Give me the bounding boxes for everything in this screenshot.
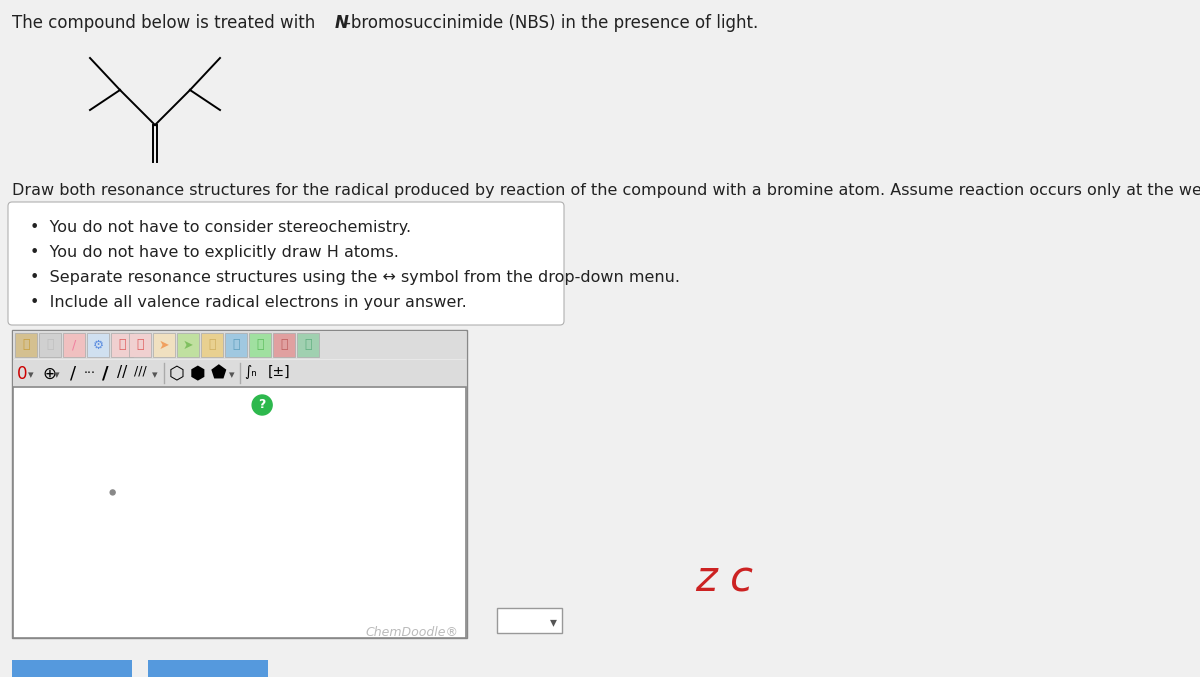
Bar bbox=[178, 333, 199, 357]
FancyBboxPatch shape bbox=[497, 608, 562, 633]
Text: 📄: 📄 bbox=[233, 338, 240, 351]
Text: -bromosuccinimide (NBS) in the presence of light.: -bromosuccinimide (NBS) in the presence … bbox=[346, 14, 758, 32]
Text: ▾: ▾ bbox=[28, 370, 34, 380]
Text: ∫ₙ: ∫ₙ bbox=[244, 365, 257, 379]
Text: ➤: ➤ bbox=[182, 338, 193, 351]
Text: ▾: ▾ bbox=[152, 370, 157, 380]
Text: ///: /// bbox=[134, 365, 146, 378]
FancyBboxPatch shape bbox=[148, 660, 268, 677]
Text: 🎨: 🎨 bbox=[305, 338, 312, 351]
Text: z c: z c bbox=[695, 558, 754, 600]
Text: ⬢: ⬢ bbox=[190, 365, 205, 383]
Text: ⊕: ⊕ bbox=[42, 365, 56, 383]
Text: •  Separate resonance structures using the ↔ symbol from the drop-down menu.: • Separate resonance structures using th… bbox=[30, 270, 680, 285]
Bar bbox=[112, 333, 133, 357]
Text: /: / bbox=[102, 365, 109, 383]
FancyBboxPatch shape bbox=[12, 330, 467, 638]
FancyBboxPatch shape bbox=[8, 202, 564, 325]
Text: ⛔: ⛔ bbox=[137, 338, 144, 351]
Text: •  You do not have to consider stereochemistry.: • You do not have to consider stereochem… bbox=[30, 220, 412, 235]
Text: ▾: ▾ bbox=[54, 370, 60, 380]
Bar bbox=[64, 333, 85, 357]
FancyBboxPatch shape bbox=[12, 660, 132, 677]
Text: ⚙: ⚙ bbox=[92, 338, 103, 351]
Bar bbox=[130, 333, 151, 357]
Bar bbox=[298, 333, 319, 357]
Text: /: / bbox=[72, 338, 76, 351]
FancyBboxPatch shape bbox=[13, 331, 466, 359]
Text: 📋: 📋 bbox=[47, 338, 54, 351]
Text: 0: 0 bbox=[17, 365, 28, 383]
Text: 📄: 📄 bbox=[209, 338, 216, 351]
Bar bbox=[226, 333, 247, 357]
Text: /: / bbox=[70, 365, 76, 383]
Bar bbox=[154, 333, 175, 357]
Circle shape bbox=[110, 490, 115, 495]
Text: ChemDoodle®: ChemDoodle® bbox=[365, 626, 458, 639]
Text: 🔍: 🔍 bbox=[257, 338, 264, 351]
Text: The compound below is treated with: The compound below is treated with bbox=[12, 14, 320, 32]
FancyBboxPatch shape bbox=[13, 360, 466, 386]
Text: •  Include all valence radical electrons in your answer.: • Include all valence radical electrons … bbox=[30, 295, 467, 310]
Text: ⬡: ⬡ bbox=[169, 365, 185, 383]
Text: 🔍: 🔍 bbox=[281, 338, 288, 351]
Text: [±]: [±] bbox=[268, 365, 290, 379]
FancyBboxPatch shape bbox=[13, 387, 466, 638]
Text: //: // bbox=[118, 365, 127, 380]
Bar bbox=[274, 333, 295, 357]
Bar bbox=[14, 333, 37, 357]
Text: ▾: ▾ bbox=[550, 615, 557, 629]
Text: ⬟: ⬟ bbox=[211, 365, 227, 383]
Bar bbox=[88, 333, 109, 357]
Text: •  You do not have to explicitly draw H atoms.: • You do not have to explicitly draw H a… bbox=[30, 245, 398, 260]
Text: ⋅⋅⋅: ⋅⋅⋅ bbox=[84, 367, 96, 380]
Text: ▾: ▾ bbox=[229, 370, 235, 380]
Text: ⛔: ⛔ bbox=[119, 338, 126, 351]
Circle shape bbox=[252, 395, 272, 415]
Bar bbox=[202, 333, 223, 357]
Text: ➤: ➤ bbox=[158, 338, 169, 351]
Text: Draw both resonance structures for the radical produced by reaction of the compo: Draw both resonance structures for the r… bbox=[12, 183, 1200, 198]
Bar bbox=[250, 333, 271, 357]
Bar bbox=[38, 333, 61, 357]
Text: 👋: 👋 bbox=[23, 338, 30, 351]
Text: N: N bbox=[335, 14, 349, 32]
Text: ?: ? bbox=[258, 399, 266, 412]
